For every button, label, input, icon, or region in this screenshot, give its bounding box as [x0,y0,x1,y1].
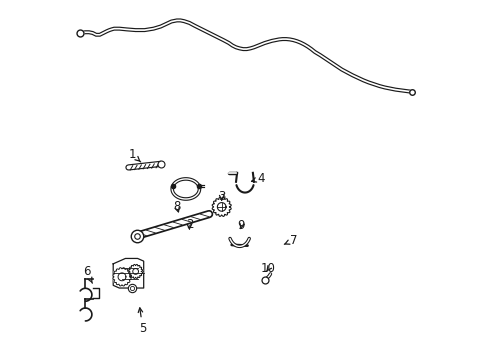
Polygon shape [113,258,144,288]
Text: 2: 2 [186,218,193,231]
Text: 10: 10 [261,262,276,275]
Text: 3: 3 [218,190,225,203]
Text: 6: 6 [83,265,93,283]
Text: 9: 9 [238,219,245,233]
Text: 8: 8 [173,201,180,213]
Polygon shape [212,197,231,216]
Text: 1: 1 [128,148,141,162]
Text: 4: 4 [251,172,265,185]
Text: 7: 7 [284,234,297,247]
Polygon shape [113,268,131,286]
Polygon shape [128,264,143,279]
Text: 5: 5 [138,308,147,335]
